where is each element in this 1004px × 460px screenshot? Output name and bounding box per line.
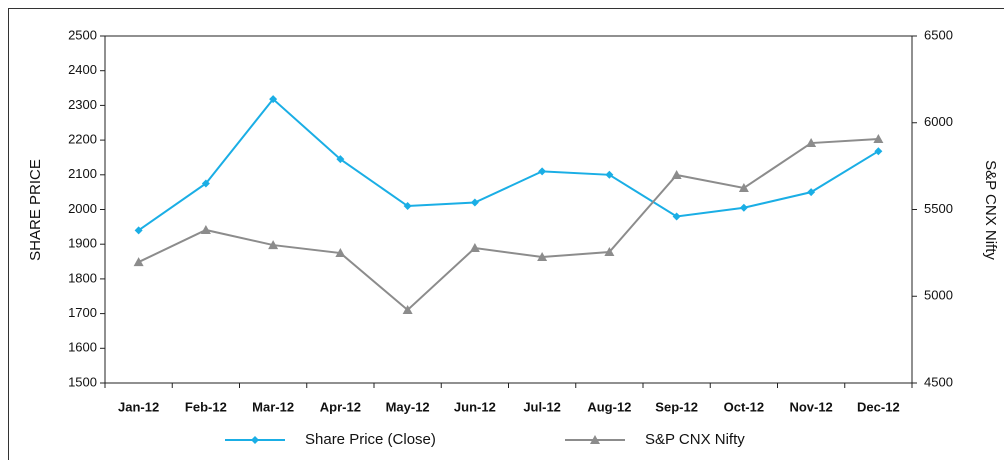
point [201,179,210,188]
x-tick-label: Feb-12 [185,399,227,414]
point [739,203,748,212]
point [590,435,600,444]
x-tick-label: Sep-12 [655,399,698,414]
point [672,212,681,221]
series-line [138,97,879,232]
x-tick-label: Jan-12 [118,399,159,414]
frame [8,8,1004,460]
y2-tick-label: 5000 [924,288,953,303]
legend-label: S&P CNX Nifty [645,431,745,448]
series-line [138,138,879,312]
point [133,257,144,267]
point [251,436,259,444]
point [806,138,817,148]
point [336,155,345,164]
x-tick-label: Dec-12 [857,399,900,414]
y-tick-label: 2200 [68,132,97,147]
y-tick-label: 1600 [68,340,97,355]
point [268,240,279,250]
y-tick-label: 2000 [68,201,97,216]
point [269,95,278,104]
point [604,247,615,257]
point [738,182,749,192]
y-axis-title: SHARE PRICE [27,159,44,261]
point [874,147,883,156]
y-tick-label: 1800 [68,270,97,285]
y-tick-label: 2500 [68,27,97,42]
plot-area [104,35,913,384]
y-tick-label: 2100 [68,166,97,181]
point [538,167,547,176]
x-tick-label: May-12 [386,399,430,414]
x-tick-label: Oct-12 [724,399,764,414]
x-tick-label: Apr-12 [320,399,361,414]
y2-tick-label: 6000 [924,114,953,129]
point [537,252,548,262]
point [402,304,413,314]
point [671,169,682,179]
y-tick-label: 2300 [68,97,97,112]
point [807,188,816,197]
x-tick-label: Nov-12 [789,399,832,414]
x-tick-label: Aug-12 [587,399,631,414]
point [605,170,614,179]
y-tick-label: 1500 [68,374,97,389]
point [873,134,884,144]
point [200,224,211,234]
y2-axis-title: S&P CNX Nifty [982,160,999,260]
x-tick-label: Jul-12 [523,399,561,414]
y-tick-label: 2400 [68,62,97,77]
y2-tick-label: 6500 [924,27,953,42]
y2-tick-label: 4500 [924,374,953,389]
x-tick-label: Mar-12 [252,399,294,414]
point [134,226,143,235]
y-tick-label: 1900 [68,236,97,251]
point [335,248,346,258]
legend-label: Share Price (Close) [305,431,436,448]
point [403,202,412,211]
point [469,243,480,253]
point [470,198,479,207]
y-tick-label: 1700 [68,305,97,320]
x-tick-label: Jun-12 [454,399,496,414]
y2-tick-label: 5500 [924,201,953,216]
